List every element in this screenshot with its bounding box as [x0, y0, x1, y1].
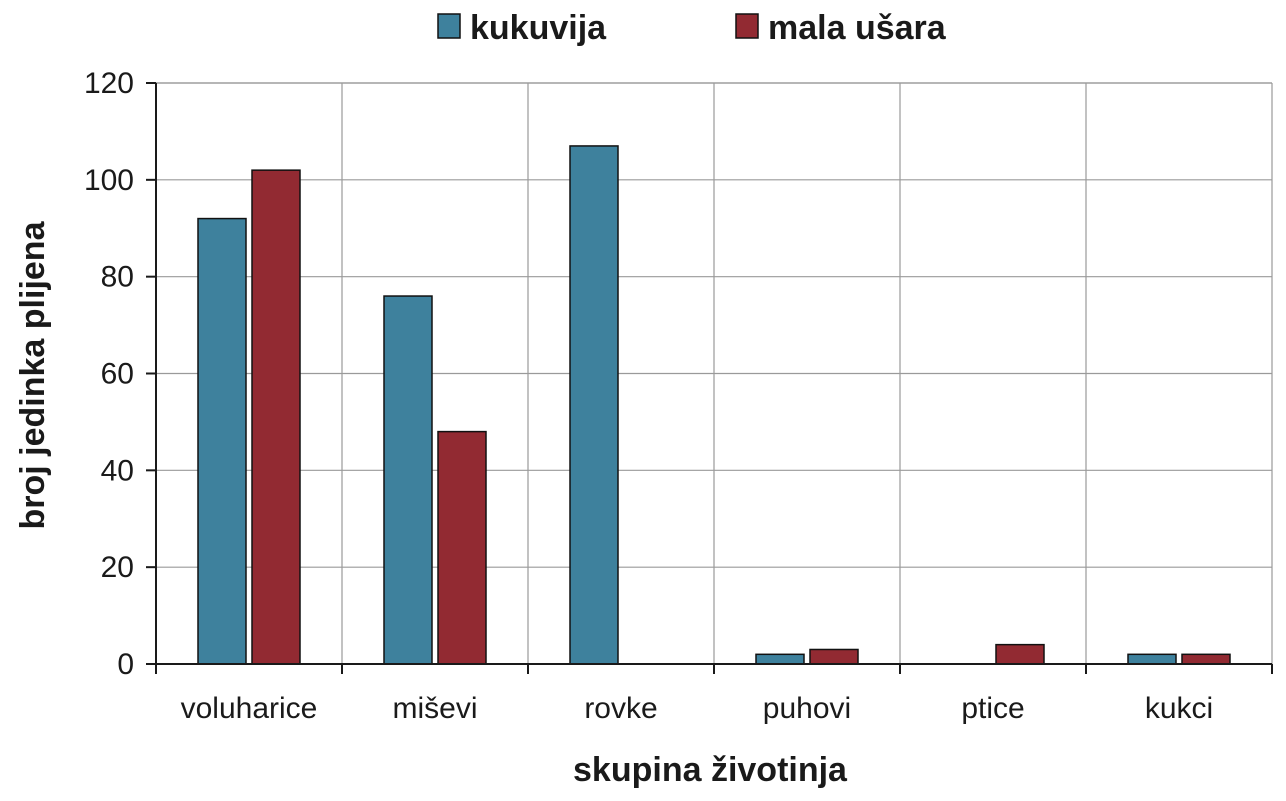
bar-kukuvija-voluharice — [197, 217, 247, 665]
y-tick-label: 120 — [84, 67, 134, 100]
x-category-label-puhovi: puhovi — [763, 692, 851, 725]
y-tick-label: 0 — [117, 648, 134, 681]
legend-label-mala-usara: mala ušara — [768, 9, 947, 47]
x-category-label-ptice: ptice — [961, 692, 1024, 725]
bar-kukuvija-rovke — [569, 145, 619, 665]
x-axis-title: skupina životinja — [573, 751, 848, 789]
x-category-labels: voluharice miševi rovke puhovi ptice kukci — [181, 692, 1214, 725]
y-tick-label: 40 — [101, 454, 134, 487]
legend-label-kukuvija: kukuvija — [470, 9, 607, 47]
bar-mala-usara-voluharice — [251, 169, 301, 665]
y-tick-label: 100 — [84, 164, 134, 197]
bars — [197, 145, 1231, 665]
legend-swatch-kukuvija — [437, 13, 461, 39]
legend: kukuvija mala ušara — [437, 9, 947, 47]
axes — [146, 82, 1273, 674]
bar-mala-usara-kukci — [1181, 653, 1231, 665]
gridlines — [156, 82, 1273, 664]
legend-swatch-mala-usara — [735, 13, 759, 39]
bar-mala-usara-misevi — [437, 430, 487, 665]
bar-mala-usara-ptice — [995, 643, 1045, 665]
bar-kukuvija-misevi — [383, 295, 433, 665]
y-tick-label: 20 — [101, 551, 134, 584]
x-category-label-kukci: kukci — [1145, 692, 1213, 725]
bar-mala-usara-puhovi — [809, 648, 859, 665]
y-axis-title: broj jedinka plijena — [14, 220, 52, 529]
bar-kukuvija-kukci — [1127, 653, 1177, 665]
x-category-label-voluharice: voluharice — [181, 692, 318, 725]
y-tick-label: 60 — [101, 358, 134, 391]
bar-kukuvija-puhovi — [755, 653, 805, 665]
y-tick-labels: 0 20 40 60 80 100 120 — [84, 67, 134, 681]
x-category-label-misevi: miševi — [392, 692, 477, 725]
x-category-label-rovke: rovke — [584, 692, 657, 725]
y-tick-label: 80 — [101, 261, 134, 294]
